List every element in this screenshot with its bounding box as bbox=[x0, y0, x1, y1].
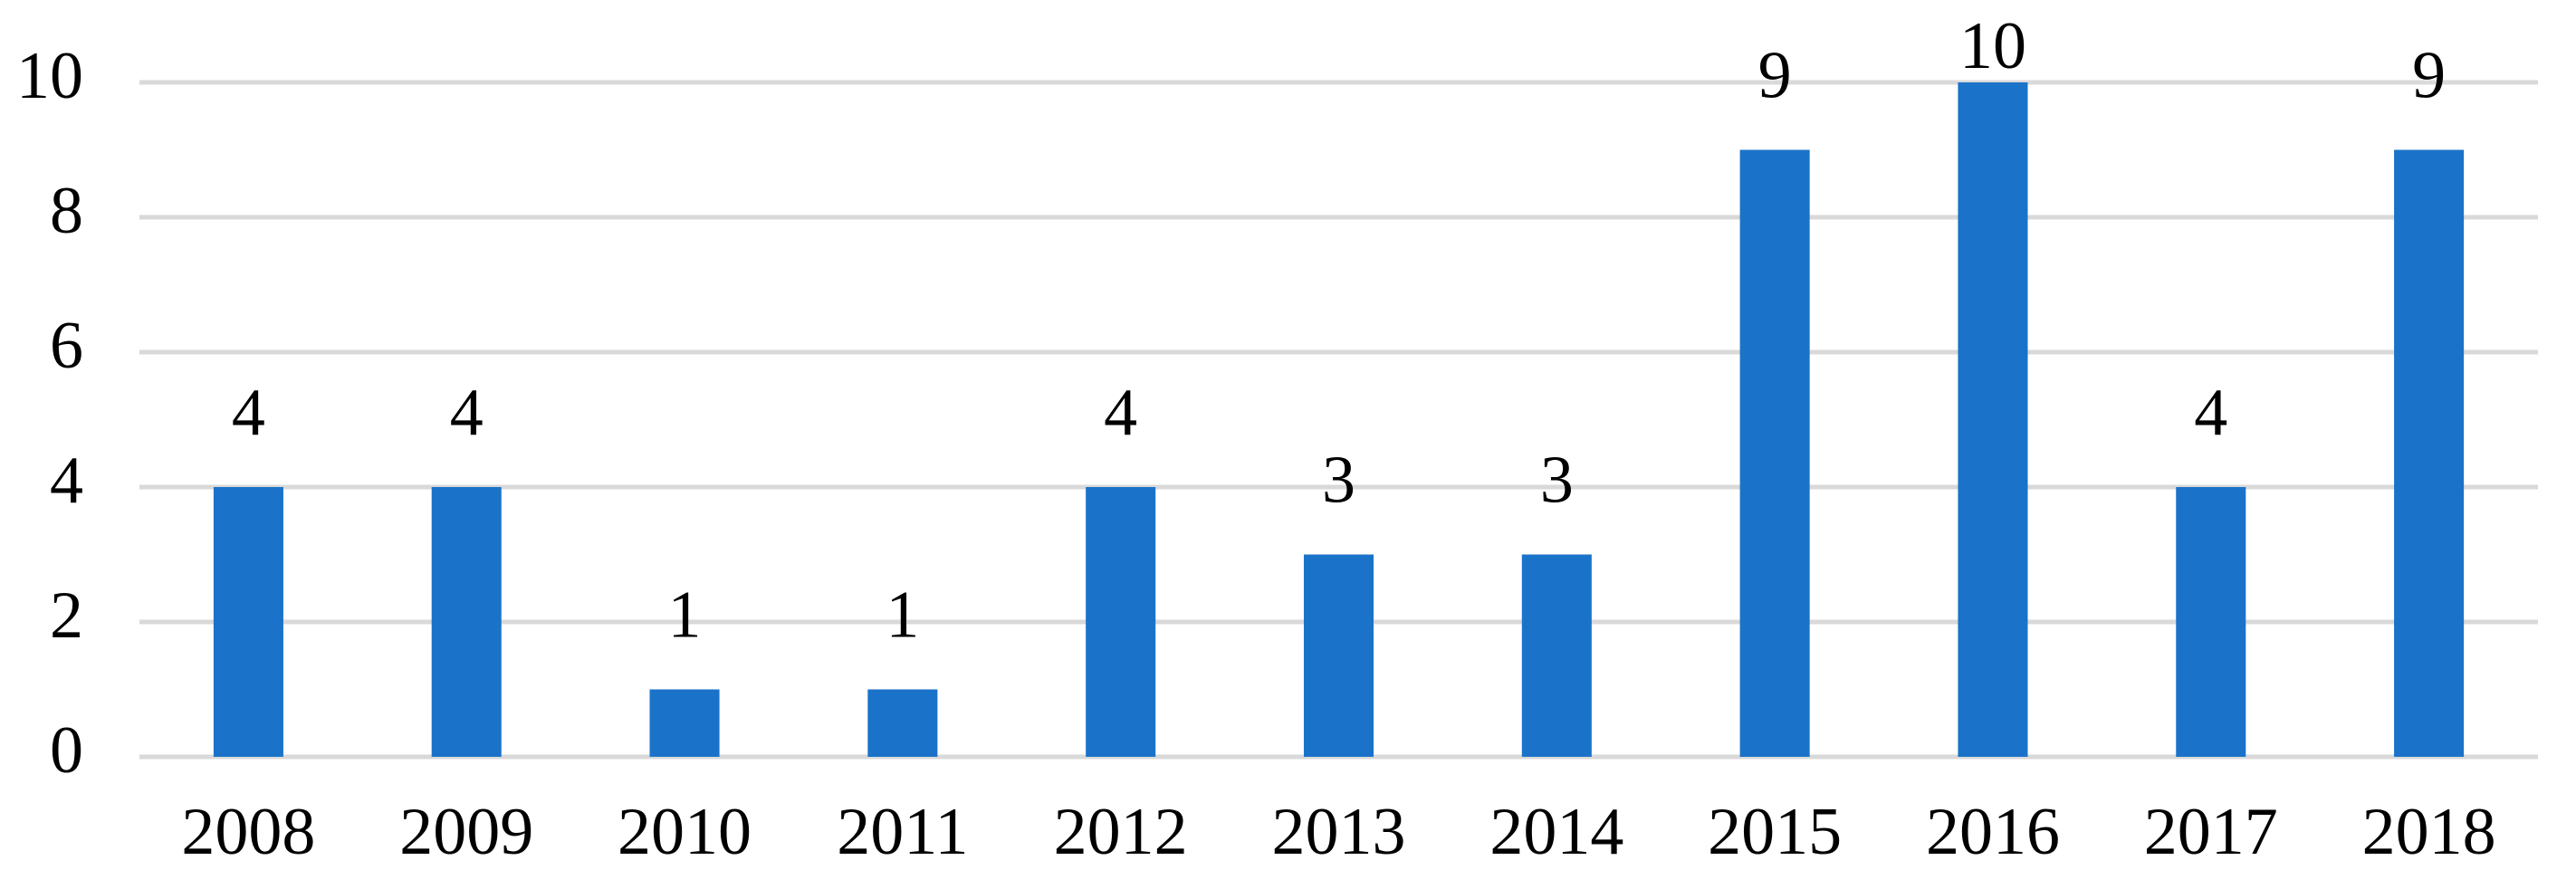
x-tick-label: 2010 bbox=[618, 795, 752, 869]
data-label: 3 bbox=[1322, 443, 1355, 517]
bar bbox=[1739, 149, 1810, 757]
bar bbox=[867, 689, 938, 757]
data-label: 4 bbox=[2194, 376, 2227, 450]
y-tick-label: 6 bbox=[50, 309, 83, 383]
x-tick-label: 2014 bbox=[1489, 795, 1623, 869]
bar bbox=[1958, 82, 2028, 757]
data-label: 9 bbox=[1758, 38, 1792, 112]
data-label: 1 bbox=[668, 578, 702, 652]
x-tick-label: 2013 bbox=[1272, 795, 1406, 869]
data-label: 9 bbox=[2412, 38, 2446, 112]
bar bbox=[649, 689, 720, 757]
x-tick-label: 2008 bbox=[181, 795, 315, 869]
bar bbox=[1086, 487, 1156, 757]
y-tick-label: 2 bbox=[50, 578, 83, 653]
data-label: 4 bbox=[232, 376, 265, 450]
x-tick-label: 2012 bbox=[1054, 795, 1188, 869]
bar bbox=[213, 487, 283, 757]
data-label: 4 bbox=[450, 376, 484, 450]
bar bbox=[2176, 487, 2246, 757]
x-tick-label: 2017 bbox=[2144, 795, 2278, 869]
y-tick-label: 0 bbox=[50, 713, 83, 788]
x-tick-label: 2015 bbox=[1708, 795, 1842, 869]
bar bbox=[1521, 554, 1592, 757]
x-tick-label: 2011 bbox=[837, 795, 968, 869]
data-label: 10 bbox=[1959, 9, 2026, 83]
bar bbox=[2394, 149, 2465, 757]
y-tick-label: 8 bbox=[50, 174, 83, 248]
x-tick-label: 2018 bbox=[2362, 795, 2496, 869]
y-tick-label: 10 bbox=[16, 39, 83, 113]
data-label: 1 bbox=[886, 578, 919, 652]
bar bbox=[431, 487, 502, 757]
bar bbox=[1303, 554, 1374, 757]
data-label: 3 bbox=[1540, 443, 1574, 517]
y-tick-label: 4 bbox=[50, 444, 83, 518]
x-tick-label: 2009 bbox=[399, 795, 533, 869]
x-tick-label: 2016 bbox=[1926, 795, 2060, 869]
data-label: 4 bbox=[1104, 376, 1137, 450]
